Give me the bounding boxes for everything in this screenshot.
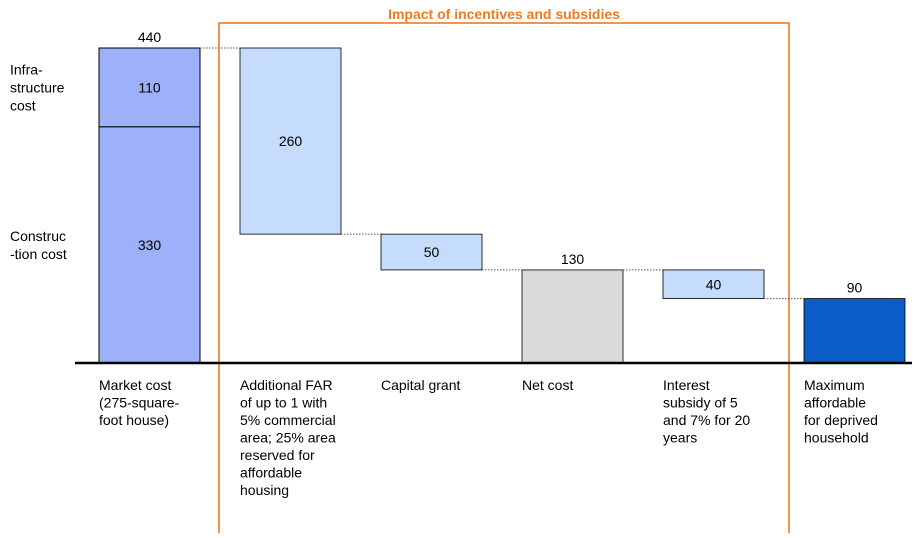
value-label: 260: [279, 133, 303, 149]
category-label: Maximum affordable for deprived household: [804, 377, 878, 446]
segment-name: Construc -tion cost: [10, 228, 67, 262]
value-label: 40: [706, 276, 722, 292]
bar: [803, 298, 906, 364]
segment-label: 110: [138, 79, 161, 95]
value-label: 440: [138, 29, 162, 45]
annotation-box: [218, 22, 790, 538]
segment-label: 330: [138, 237, 162, 253]
value-label: 50: [424, 244, 440, 260]
bar: [662, 269, 765, 299]
category-label: Interest subsidy of 5 and 7% for 20 years: [663, 377, 750, 446]
bar: [380, 233, 483, 271]
category-label: Net cost: [522, 377, 573, 393]
value-label: 90: [847, 280, 863, 296]
category-label: Capital grant: [381, 377, 460, 393]
value-label: 130: [561, 251, 585, 267]
bar: [521, 269, 624, 364]
segment-name: Infra-structure cost: [10, 61, 65, 113]
bar: [239, 47, 342, 235]
bar-segment: [98, 47, 201, 128]
annotation-title: Impact of incentives and subsidies: [388, 6, 620, 22]
category-label: Additional FAR of up to 1 with 5% commerci…: [240, 377, 336, 498]
category-label: Market cost (275-square-foot house): [99, 377, 179, 428]
